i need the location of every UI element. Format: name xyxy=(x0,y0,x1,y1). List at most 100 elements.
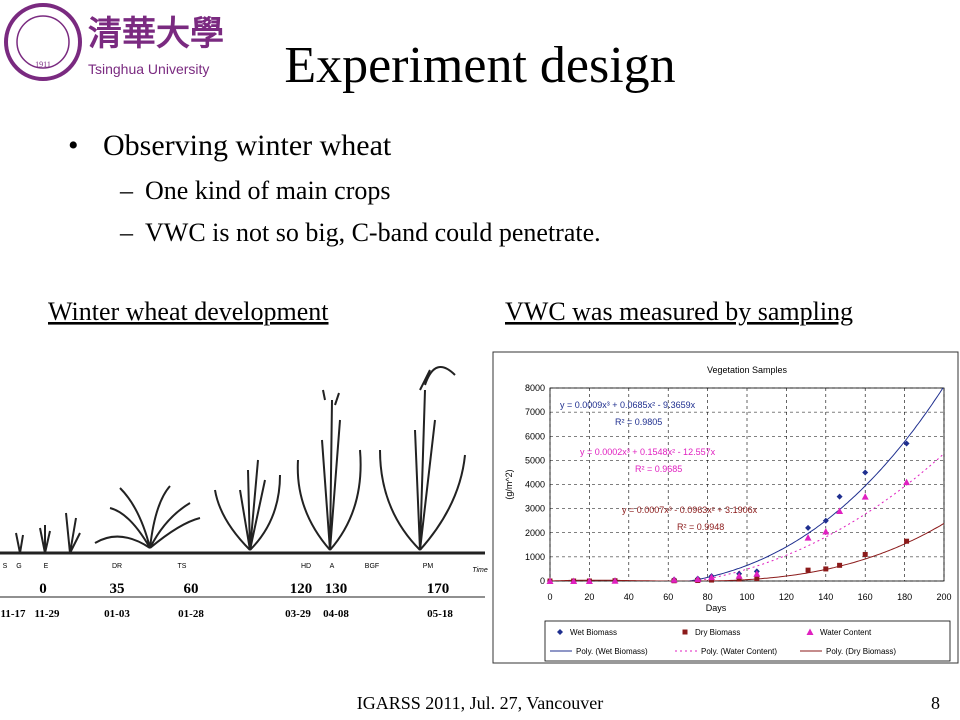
marker xyxy=(862,551,868,557)
y-tick-label: 6000 xyxy=(525,431,545,441)
slide-title: Experiment design xyxy=(284,37,675,94)
marker xyxy=(805,567,811,573)
legend-marker xyxy=(557,629,563,635)
day-label: 60 xyxy=(184,581,199,597)
sub-bullet: One kind of main crops xyxy=(145,176,391,205)
bullet: Observing winter wheat xyxy=(103,129,392,162)
marker xyxy=(804,534,812,541)
marker xyxy=(903,478,911,486)
marker xyxy=(546,577,554,584)
marker xyxy=(754,576,760,582)
marker xyxy=(836,493,843,500)
caption-right: VWC was measured by sampling xyxy=(505,297,853,326)
sub-bullet: VWC is not so big, C-band could penetrat… xyxy=(145,218,601,247)
chart-frame xyxy=(492,351,959,664)
stage-label: PM xyxy=(423,563,434,570)
trend-r2: R² = 0.9685 xyxy=(635,464,682,474)
stage-label: TS xyxy=(178,563,187,570)
bullet-dot: • xyxy=(68,129,79,162)
logo-year: 1911 xyxy=(35,60,51,69)
x-tick-label: 120 xyxy=(779,592,794,602)
day-label: 130 xyxy=(325,581,348,597)
y-tick-label: 3000 xyxy=(525,504,545,514)
x-tick-label: 40 xyxy=(624,592,634,602)
legend-marker xyxy=(682,629,688,635)
x-tick-label: 200 xyxy=(936,592,951,602)
y-tick-label: 1000 xyxy=(525,552,545,562)
trend-equation: y = 0.0007x³ - 0.0963x² + 3.1906x xyxy=(622,505,758,515)
marker xyxy=(836,507,844,515)
wheat-illustration xyxy=(0,366,485,598)
marker xyxy=(805,524,812,531)
legend-label: Poly. (Water Content) xyxy=(701,647,777,656)
y-tick-label: 4000 xyxy=(525,480,545,490)
marker xyxy=(822,528,830,535)
sub-dash: – xyxy=(119,218,134,247)
legend-label: Poly. (Wet Biomass) xyxy=(576,647,648,656)
date-label: 01-28 xyxy=(178,608,204,620)
marker xyxy=(694,575,702,583)
trend-equation: y = 0.0009x³ + 0.0685x² - 9.3659x xyxy=(560,400,696,410)
marker xyxy=(735,572,743,579)
logo: 1911 清華大學 Tsinghua University xyxy=(4,3,224,81)
date-label: 05-18 xyxy=(427,608,453,620)
marker xyxy=(753,570,761,577)
day-label: 0 xyxy=(39,581,47,597)
x-tick-label: 20 xyxy=(584,592,594,602)
stage-label: BGF xyxy=(365,563,379,570)
y-tick-label: 0 xyxy=(540,576,545,586)
y-tick-label: 7000 xyxy=(525,407,545,417)
x-tick-label: 0 xyxy=(547,592,552,602)
marker xyxy=(837,562,843,568)
trend-line xyxy=(550,388,944,581)
trend-r2: R² = 0.9805 xyxy=(615,417,662,427)
y-axis-label: (g/m^2) xyxy=(504,469,514,499)
marker xyxy=(822,517,829,524)
caption-left: Winter wheat development xyxy=(48,297,329,326)
legend-label: Wet Biomass xyxy=(570,628,617,637)
x-tick-label: 80 xyxy=(703,592,713,602)
marker xyxy=(708,573,716,581)
day-label: 120 xyxy=(290,581,313,597)
day-label: 35 xyxy=(110,581,125,597)
trend-equation: y = 0.0002x³ + 0.1548x² - 12.557x xyxy=(580,447,716,457)
x-tick-label: 140 xyxy=(818,592,833,602)
trend-r2: R² = 0.9948 xyxy=(677,522,724,532)
marker xyxy=(904,538,910,544)
date-label: 11-17 xyxy=(0,608,26,620)
date-label: 03-29 xyxy=(285,608,311,620)
x-axis-label: Days xyxy=(706,603,727,613)
x-tick-label: 180 xyxy=(897,592,912,602)
legend-label: Dry Biomass xyxy=(695,628,740,637)
stage-label: A xyxy=(330,563,335,570)
marker xyxy=(570,577,578,584)
legend-label: Water Content xyxy=(820,628,872,637)
stage-label: DR xyxy=(112,563,122,570)
marker xyxy=(736,576,742,582)
legend-box xyxy=(544,620,951,662)
date-label: 01-03 xyxy=(104,608,130,620)
logo-cn: 清華大學 xyxy=(88,15,224,53)
time-label: Time xyxy=(472,567,488,574)
y-tick-label: 5000 xyxy=(525,455,545,465)
stage-label: S xyxy=(3,563,8,570)
y-tick-label: 8000 xyxy=(525,383,545,393)
page-number: 8 xyxy=(931,693,940,713)
marker xyxy=(585,577,593,584)
stage-label: E xyxy=(44,563,49,570)
footer: IGARSS 2011, Jul. 27, Vancouver xyxy=(357,693,604,713)
stage-label: G xyxy=(16,563,21,570)
stage-label: HD xyxy=(301,563,311,570)
x-tick-label: 100 xyxy=(739,592,754,602)
marker xyxy=(861,493,869,500)
plot-area xyxy=(549,387,945,582)
logo-en: Tsinghua University xyxy=(88,61,209,77)
x-tick-label: 160 xyxy=(858,592,873,602)
marker xyxy=(862,469,869,476)
x-tick-label: 60 xyxy=(663,592,673,602)
marker xyxy=(611,577,619,584)
chart-title: Vegetation Samples xyxy=(707,365,788,375)
sub-dash: – xyxy=(119,176,134,205)
y-tick-label: 2000 xyxy=(525,528,545,538)
